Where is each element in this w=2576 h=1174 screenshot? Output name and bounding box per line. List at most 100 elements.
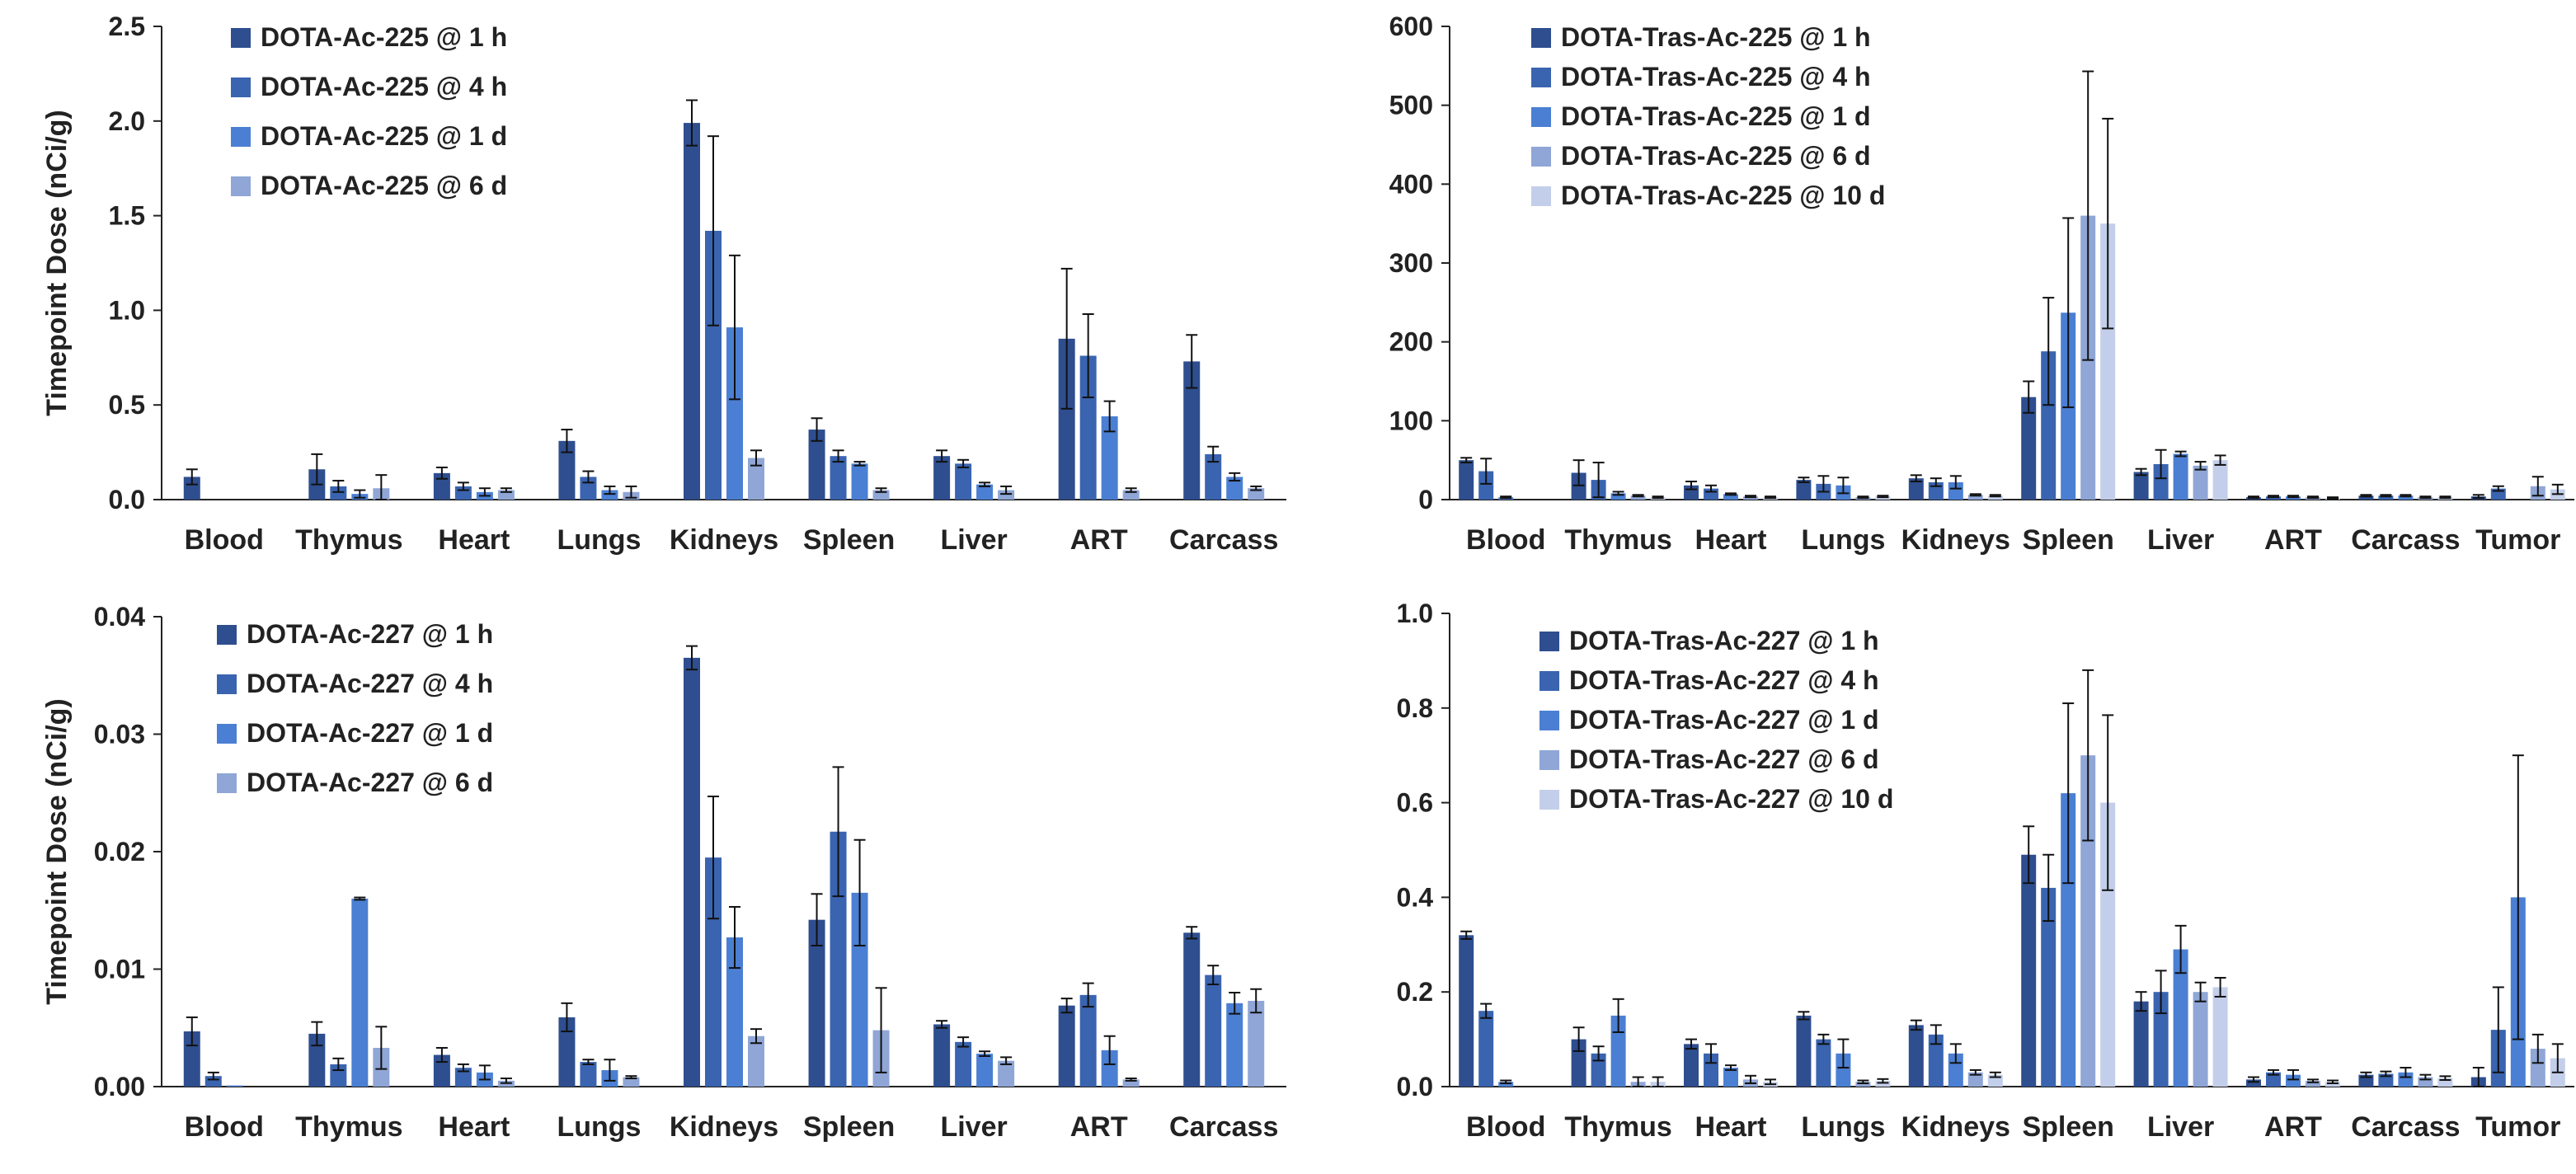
bar	[830, 831, 847, 1087]
legend-label: DOTA-Ac-225 @ 4 h	[261, 72, 507, 101]
bar	[330, 486, 347, 500]
bar	[2153, 992, 2169, 1087]
bar	[204, 1076, 222, 1087]
bar	[1967, 1072, 1983, 1087]
bar	[2173, 453, 2188, 500]
y-tick-label: 0.00	[94, 1072, 145, 1101]
x-tick-label: Carcass	[2351, 1111, 2460, 1143]
x-tick-label: Thymus	[295, 524, 402, 556]
legend-swatch	[1539, 711, 1559, 730]
bar	[1948, 481, 1963, 500]
bar	[1723, 1068, 1738, 1087]
bar	[2437, 1078, 2453, 1087]
bar	[1183, 361, 1201, 500]
bar	[558, 1017, 576, 1087]
bar	[955, 463, 972, 500]
bar	[2193, 465, 2208, 500]
x-tick-label: Kidneys	[670, 524, 778, 556]
y-tick-label: 0.5	[109, 390, 145, 420]
bar	[1908, 478, 1924, 500]
bar	[2530, 1049, 2545, 1087]
legend-label: DOTA-Tras-Ac-225 @ 1 d	[1561, 101, 1871, 131]
bar	[998, 1060, 1015, 1087]
bar	[851, 892, 868, 1087]
legend-label: DOTA-Ac-225 @ 6 d	[261, 171, 507, 200]
chart-ac227-trastuzumab: 0.0 0.2 0.4 0.6 0.8 1.0 Blood Thymus Heart Lungs K…	[1397, 599, 2574, 1143]
legend-swatch	[1531, 68, 1551, 87]
y-tick-label: 2.0	[109, 106, 145, 136]
bar	[1498, 1082, 1514, 1087]
y-tick-label: 1.5	[109, 201, 145, 231]
bar	[1478, 471, 1494, 500]
bar	[2286, 1074, 2301, 1087]
y-axis-title: Timepoint Dose (nCi/g)	[41, 698, 73, 1004]
x-tick-label: ART	[1070, 1111, 1128, 1143]
y-tick-label: 0.0	[109, 485, 145, 514]
bar	[2133, 1001, 2149, 1087]
legend-swatch	[1531, 186, 1551, 206]
bar	[830, 456, 847, 500]
legend-label: DOTA-Ac-225 @ 1 d	[261, 121, 507, 151]
bar	[1704, 1053, 1718, 1087]
bar	[1248, 488, 1265, 500]
x-tick-label: ART	[2264, 524, 2322, 556]
y-tick-label: 200	[1389, 327, 1433, 357]
x-tick-label: Liver	[940, 524, 1007, 556]
legend-swatch	[217, 674, 237, 694]
legend-swatch	[1539, 632, 1559, 651]
bar	[1684, 1044, 1699, 1087]
x-tick-label: Spleen	[2022, 524, 2113, 556]
bar	[748, 458, 764, 500]
y-tick-label: 300	[1389, 248, 1433, 278]
bar	[2041, 351, 2057, 500]
bar	[976, 484, 994, 500]
y-tick-label: 600	[1389, 12, 1433, 41]
y-tick-label: 0.6	[1397, 788, 1433, 818]
bar	[2266, 1072, 2281, 1087]
bar	[558, 440, 576, 500]
bar	[684, 123, 700, 500]
bar	[1058, 1005, 1075, 1087]
bar	[2100, 223, 2116, 500]
x-tick-label: Tumor	[2475, 1111, 2560, 1143]
bar	[1478, 1011, 1494, 1087]
bar	[226, 1085, 243, 1087]
bar	[1079, 355, 1097, 500]
bar	[601, 490, 618, 500]
legend-swatch	[231, 77, 251, 97]
bar	[1591, 1053, 1606, 1087]
legend-swatch	[1539, 671, 1559, 691]
bar	[2212, 460, 2228, 500]
bar	[2418, 1077, 2433, 1087]
x-tick-label: Lungs	[1801, 524, 1885, 556]
x-tick-label: Blood	[1466, 1111, 1545, 1143]
x-tick-label: Thymus	[295, 1111, 402, 1143]
x-tick-label: ART	[2264, 1111, 2322, 1143]
x-tick-label: Lungs	[557, 1111, 641, 1143]
bar	[2100, 802, 2116, 1087]
legend-label: DOTA-Tras-Ac-227 @ 10 d	[1569, 784, 1893, 814]
bar	[2133, 472, 2149, 500]
legend-label: DOTA-Ac-225 @ 1 h	[261, 22, 507, 52]
bar	[1796, 480, 1812, 500]
bar	[2398, 1072, 2414, 1087]
bar	[748, 1035, 764, 1087]
bar	[2358, 495, 2374, 500]
bar	[1723, 494, 1738, 500]
bar	[933, 1024, 951, 1087]
bar	[976, 1054, 994, 1087]
x-tick-label: Lungs	[1801, 1111, 1885, 1143]
legend-label: DOTA-Tras-Ac-225 @ 10 d	[1561, 181, 1885, 210]
bar	[2246, 1079, 2261, 1087]
bar	[2041, 887, 2057, 1087]
y-tick-label: 0.2	[1397, 977, 1433, 1007]
y-tick-label: 0.02	[94, 837, 145, 866]
legend-label: DOTA-Ac-227 @ 1 d	[247, 718, 493, 748]
bar	[1226, 1003, 1243, 1087]
x-tick-label: Liver	[2147, 524, 2214, 556]
legend-label: DOTA-Tras-Ac-227 @ 1 d	[1569, 705, 1879, 735]
bar	[183, 477, 200, 500]
chart-ac227-free: 0.00 0.01 0.02 0.03 0.04 Timepoint Dose (nCi/…	[41, 602, 1286, 1143]
bar	[1122, 490, 1140, 500]
